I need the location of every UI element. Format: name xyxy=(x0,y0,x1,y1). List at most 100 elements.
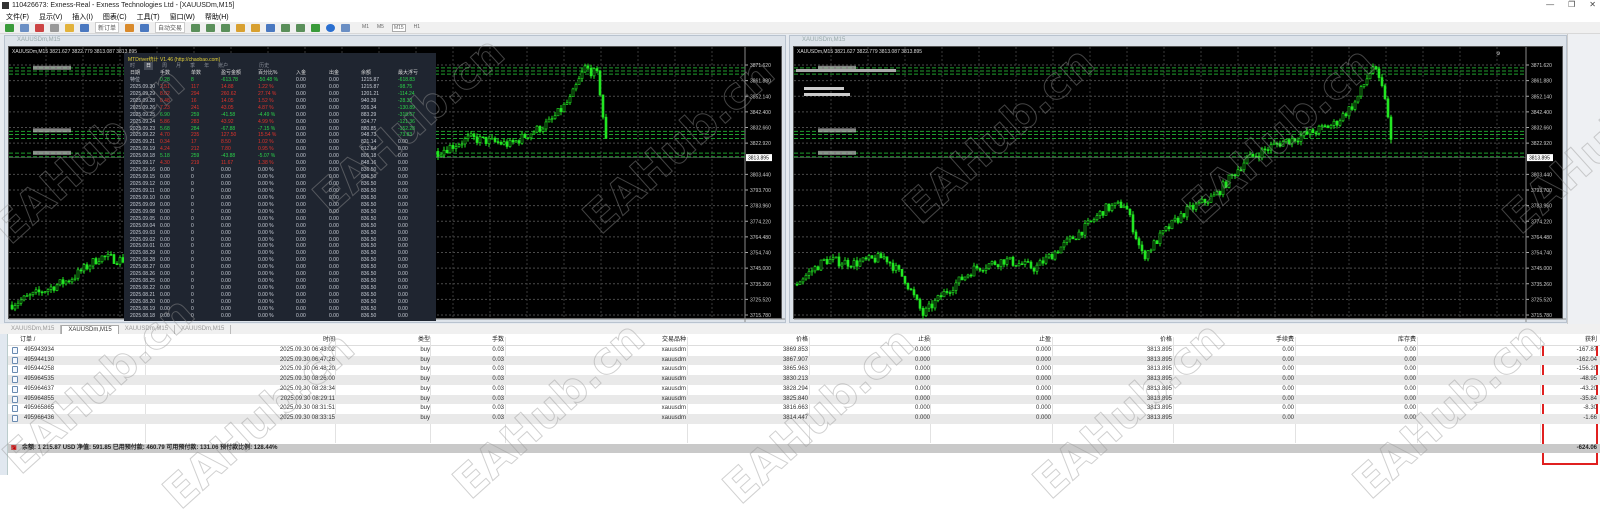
templates-icon[interactable] xyxy=(341,23,351,32)
market-watch-icon[interactable] xyxy=(35,23,44,32)
price-label: 3774.220 xyxy=(1531,219,1552,225)
indicators-icon[interactable] xyxy=(311,23,321,32)
column-header[interactable]: 库存费 xyxy=(1397,337,1416,343)
column-divider xyxy=(335,337,336,443)
timeframe-button[interactable]: M15 xyxy=(391,23,406,32)
column-header[interactable]: 类型 xyxy=(417,337,430,343)
timeframe-button[interactable]: M1 xyxy=(362,23,369,30)
periods-icon[interactable] xyxy=(326,23,336,32)
navigator-icon[interactable] xyxy=(50,23,59,32)
candle xyxy=(927,301,931,312)
column-header[interactable]: 时间 xyxy=(322,337,335,343)
stats-cell: 0.00 % xyxy=(258,271,274,278)
order-cell: 0.000 xyxy=(914,405,930,412)
terminal-icon[interactable] xyxy=(65,23,74,32)
candle xyxy=(1332,119,1336,129)
stats-cell: 2025.09.19 xyxy=(130,146,156,153)
stats-cell: 0.00 xyxy=(160,250,170,257)
candle xyxy=(604,113,608,139)
column-header[interactable]: 手数 xyxy=(491,337,504,343)
stats-cell: 0.00 xyxy=(398,250,408,257)
minimize-button[interactable]: — xyxy=(1546,0,1555,9)
candle xyxy=(1344,112,1348,118)
autoscroll-icon[interactable] xyxy=(296,23,306,32)
timeframe-button[interactable]: H1 xyxy=(413,23,421,30)
order-icon xyxy=(12,414,18,422)
column-header[interactable]: 交易品种 xyxy=(661,337,686,343)
stats-tab[interactable]: 季 xyxy=(190,63,196,69)
menu-item[interactable]: 插入(I) xyxy=(72,13,93,21)
order-cell: 3867.907 xyxy=(782,356,808,363)
stats-tab[interactable]: 日 xyxy=(144,62,154,70)
column-header[interactable]: 订单 / xyxy=(20,337,36,343)
chart-shift-icon[interactable] xyxy=(281,23,291,32)
candle xyxy=(112,253,116,264)
chart-tab[interactable]: XAUUSDm,M15 xyxy=(119,325,176,334)
maximize-button[interactable]: ❐ xyxy=(1568,0,1576,9)
chart-window-left[interactable]: XAUUSDm,M15 3871.620 3861.880 3852.140 3842… xyxy=(4,35,786,323)
menu-item[interactable]: 窗口(W) xyxy=(169,13,195,21)
chart-tab[interactable]: XAUUSDm,M15 xyxy=(175,325,232,334)
new-order-button[interactable]: 新订单 xyxy=(95,22,120,33)
price-chart[interactable]: 3871.620 3861.880 3852.140 3842.400 3832.660… xyxy=(794,47,1566,322)
order-row[interactable]: 495964855 2025.09.30 08:29:11 buy 0.03 xauus… xyxy=(8,394,1600,405)
order-cell: buy xyxy=(420,385,430,392)
stats-tab[interactable]: 月 xyxy=(176,63,182,69)
menu-item[interactable]: 帮助(H) xyxy=(204,13,229,21)
column-header[interactable]: 止盈 xyxy=(1038,337,1051,343)
stats-tab[interactable]: 账户 xyxy=(218,63,229,69)
stats-cell: 836.50 xyxy=(361,181,377,187)
column-header[interactable]: 手续费 xyxy=(1275,337,1294,343)
order-row[interactable]: 495966436 2025.09.30 08:33:15 buy 0.03 xauus… xyxy=(8,413,1600,424)
order-row[interactable]: 495944130 2025.09.30 06:47:26 buy 0.03 xauus… xyxy=(8,355,1600,366)
signals-icon[interactable] xyxy=(140,23,150,32)
stats-cell: 2025.09.08 xyxy=(130,208,156,215)
stats-tab[interactable]: 时 xyxy=(130,63,136,69)
menu-item[interactable]: 显示(V) xyxy=(38,13,63,21)
chart-tab[interactable]: XAUUSDm,M15 xyxy=(61,325,119,334)
order-cell: 0.000 xyxy=(914,395,930,402)
chart-window-right[interactable]: XAUUSDm,M15 3871.620 3861.880 3852.140 3842… xyxy=(789,35,1567,323)
chart-tab[interactable]: XAUUSDm,M15 xyxy=(5,325,62,334)
candle xyxy=(571,87,575,97)
price-label: 3803.440 xyxy=(1531,172,1552,178)
column-header[interactable]: 价格 xyxy=(1159,337,1172,343)
column-header[interactable]: 价格 xyxy=(795,337,808,343)
order-row[interactable]: 495965865 2025.09.30 08:31:51 buy 0.03 xauus… xyxy=(8,404,1600,414)
zoom-out-icon[interactable] xyxy=(251,23,261,32)
order-row[interactable]: 495964535 2025.09.30 08:26:00 buy 0.03 xauus… xyxy=(8,375,1600,385)
stats-tab[interactable]: 历史 xyxy=(259,63,270,69)
new-chart-icon[interactable] xyxy=(5,23,14,32)
candle xyxy=(46,288,50,296)
candlestick-icon[interactable] xyxy=(206,23,216,32)
chart-plot[interactable]: 3871.620 3861.880 3852.140 3842.400 3832.660… xyxy=(8,46,785,322)
tile-windows-icon[interactable] xyxy=(266,23,276,32)
order-row[interactable]: 495943934 2025.09.30 06:43:02 buy 0.03 xauus… xyxy=(8,346,1600,356)
stats-cell: -28.33 xyxy=(398,97,413,104)
tester-icon[interactable] xyxy=(80,23,89,32)
auto-trading-button[interactable]: 自动交易 xyxy=(155,22,186,33)
bar-chart-icon[interactable] xyxy=(191,23,201,32)
column-header[interactable]: 获利 xyxy=(1584,337,1597,343)
menu-item[interactable]: 工具(T) xyxy=(136,13,160,21)
timeframe-button[interactable]: M5 xyxy=(376,23,384,30)
metaeditor-icon[interactable] xyxy=(125,23,135,32)
chart-plot[interactable]: 3871.620 3861.880 3852.140 3842.400 3832.660… xyxy=(793,46,1566,322)
zoom-in-icon[interactable] xyxy=(236,23,246,32)
candle xyxy=(1158,230,1162,247)
profiles-icon[interactable] xyxy=(20,23,29,32)
line-chart-icon[interactable] xyxy=(221,23,231,32)
order-row[interactable]: 495964637 2025.09.30 08:28:34 buy 0.03 xauus… xyxy=(8,385,1600,395)
column-header[interactable]: 止损 xyxy=(917,337,930,343)
price-label: 3764.480 xyxy=(1531,235,1552,241)
stats-tab[interactable]: 周 xyxy=(162,63,168,69)
menu-item[interactable]: 文件(F) xyxy=(6,13,29,21)
summary-icon: ▣ xyxy=(11,444,17,451)
chart-workspace: XAUUSDm,M15 3871.620 3861.880 3852.140 3842… xyxy=(0,34,1567,324)
order-row[interactable]: 495944258 2025.09.30 06:48:20 buy 0.03 xauus… xyxy=(8,365,1600,375)
stats-cell: 0.00 xyxy=(398,160,408,167)
close-button[interactable]: ✕ xyxy=(1589,0,1596,9)
terminal-side-handle[interactable] xyxy=(0,334,8,475)
menu-item[interactable]: 图表(C) xyxy=(102,13,127,21)
stats-tab[interactable]: 年 xyxy=(204,63,210,69)
